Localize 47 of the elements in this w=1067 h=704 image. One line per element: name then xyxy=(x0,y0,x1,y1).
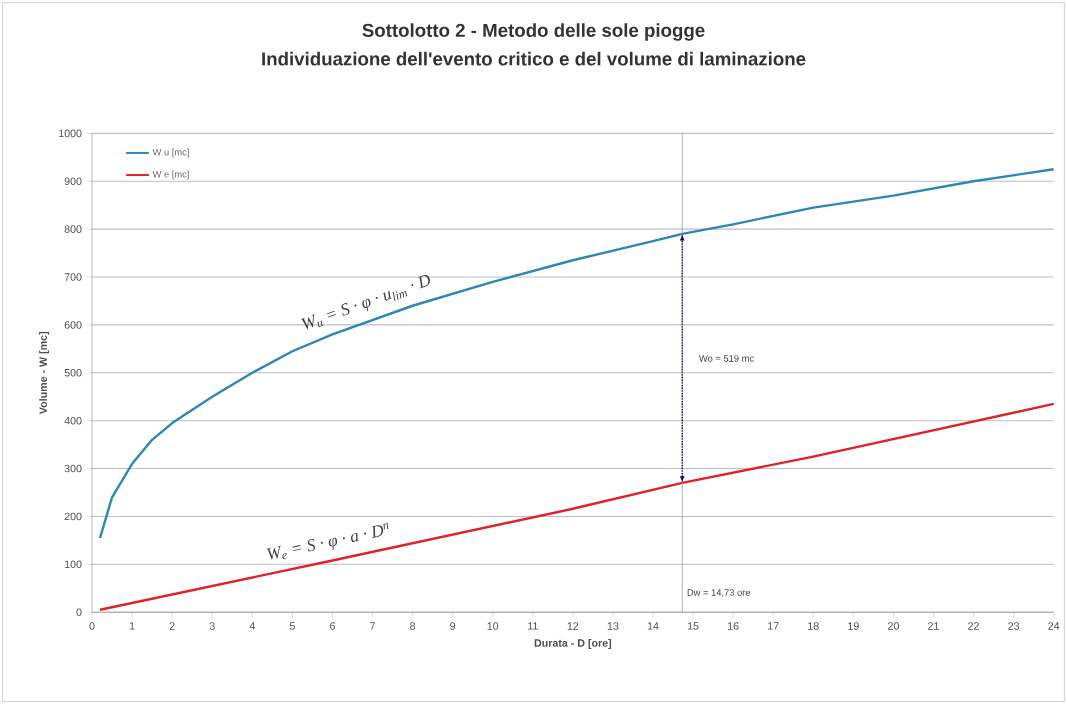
legend-label: W u [mc] xyxy=(152,148,189,158)
x-tick-label: 16 xyxy=(728,622,739,630)
x-tick-label: 7 xyxy=(370,622,375,630)
line-series xyxy=(98,402,1055,611)
x-tick-label: 23 xyxy=(1008,622,1020,630)
y-axis-title: Volume - W [mc] xyxy=(39,331,50,415)
y-tick-label: 300 xyxy=(64,464,82,473)
y-tick-label: 400 xyxy=(64,416,82,425)
x-tick-label: 12 xyxy=(567,622,579,630)
x-tick-label: 3 xyxy=(209,622,215,630)
legend-label: W e [mc] xyxy=(152,170,189,180)
y-tick-label: 500 xyxy=(64,368,82,377)
chart-title: Sottolotto 2 - Metodo delle sole piogge xyxy=(362,23,705,41)
x-tick-label: 15 xyxy=(687,622,699,630)
x-tick-label: 14 xyxy=(647,622,659,630)
x-tick-label: 2 xyxy=(169,622,175,630)
x-axis-title: Durata - D [ore] xyxy=(534,638,612,649)
y-tick-label: 900 xyxy=(64,177,82,185)
x-tick-label: 13 xyxy=(607,622,619,630)
x-tick-label: 19 xyxy=(848,622,859,630)
ref-line-label: Dw = 14,73 ore xyxy=(687,589,751,597)
y-tick-label: 600 xyxy=(64,321,82,329)
y-tick-label: 0 xyxy=(76,608,82,616)
x-tick-label: 24 xyxy=(1048,622,1060,630)
annotation: Wo = 519 mc xyxy=(699,355,754,362)
x-tick-label: 0 xyxy=(89,622,95,630)
x-tick-label: 17 xyxy=(768,622,779,630)
x-tick-label: 21 xyxy=(928,622,939,630)
x-tick-label: 11 xyxy=(528,622,538,630)
x-tick-label: 4 xyxy=(249,622,255,630)
y-tick-label: 700 xyxy=(64,273,82,281)
x-tick-label: 18 xyxy=(808,622,819,630)
x-tick-label: 20 xyxy=(888,622,899,630)
annotation: W$_{u}$ = S · φ · u$_{lim}$ · D xyxy=(301,274,430,330)
y-tick-label: 800 xyxy=(64,225,82,233)
x-tick-label: 8 xyxy=(410,622,416,630)
x-tick-label: 22 xyxy=(968,622,979,630)
chart-subtitle: Individuazione dell'evento critico e del volume di laminazione xyxy=(262,51,806,66)
annotation: W$_{e}$ = S · φ · a · D$^{n}$ xyxy=(266,523,389,560)
y-tick-label: 100 xyxy=(65,560,82,568)
x-tick-label: 9 xyxy=(450,622,456,630)
x-tick-label: 5 xyxy=(289,622,295,630)
x-tick-label: 10 xyxy=(487,622,499,630)
y-tick-label: 1000 xyxy=(59,129,82,138)
x-tick-label: 6 xyxy=(330,622,335,630)
y-tick-label: 200 xyxy=(64,512,82,521)
x-tick-label: 1 xyxy=(129,622,135,630)
